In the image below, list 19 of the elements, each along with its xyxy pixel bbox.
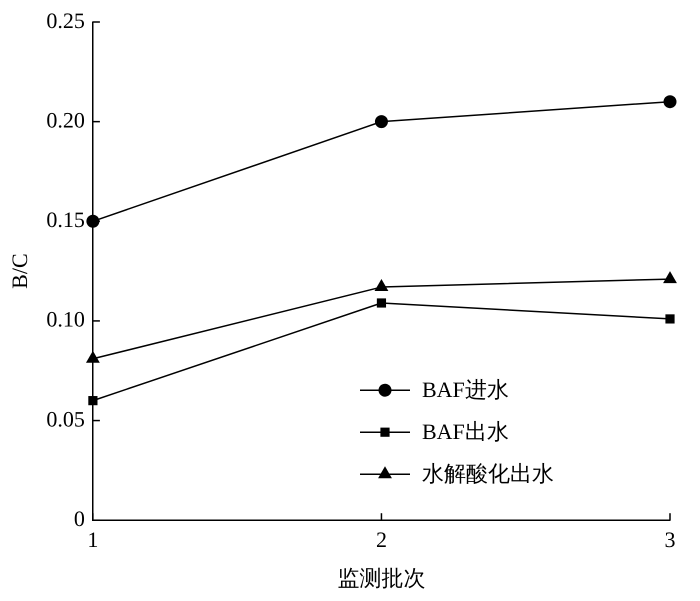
point: [665, 314, 675, 324]
y-tick-label: 0.25: [46, 8, 85, 33]
x-axis-title: 监测批次: [337, 566, 426, 591]
point: [664, 95, 676, 108]
y-tick-label: 0.20: [46, 107, 85, 132]
y-tick-label: 0.05: [46, 406, 85, 432]
x-tick-label: 3: [664, 527, 676, 552]
y-axis-title: B/C: [6, 253, 32, 289]
point: [88, 396, 98, 406]
y-tick-label: 0.10: [46, 306, 85, 332]
y-tick-label: 0: [74, 506, 85, 531]
legend-label: 水解酸化出水: [422, 460, 554, 486]
y-tick-label: 0.15: [46, 207, 85, 232]
x-tick-label: 1: [87, 527, 98, 552]
legend-label: BAF出水: [422, 418, 509, 444]
point: [376, 298, 386, 308]
legend-label: BAF进水: [422, 376, 509, 402]
point: [374, 115, 388, 128]
x-tick-label: 2: [376, 527, 387, 552]
